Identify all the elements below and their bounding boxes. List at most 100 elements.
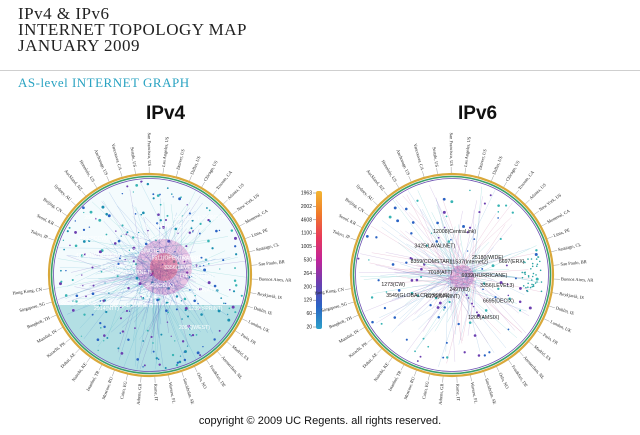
ipv4-node [200, 256, 203, 259]
ipv6-hub-label: 6175(SPRINT) [426, 294, 460, 300]
ipv4-node [138, 231, 140, 234]
ipv4-edge [70, 274, 146, 308]
ipv4-node [231, 305, 235, 309]
ipv6-edge [402, 195, 472, 271]
ipv4-node [82, 285, 84, 287]
ipv6-node [468, 226, 472, 229]
ipv4-edge [158, 266, 176, 306]
ipv4-edge [144, 216, 189, 262]
ipv6-cluster-node [531, 262, 534, 265]
ipv6-cluster-node [524, 273, 527, 275]
rim-tick [356, 224, 362, 228]
ipv4-node [127, 286, 130, 290]
rim-city-label: Montreal, CA [546, 208, 571, 226]
ipv6-node [391, 263, 395, 266]
rim-city-label: Los Angeles, US [463, 136, 473, 167]
ipv4-node [180, 196, 182, 198]
ipv4-hub-label: 1273(CW) [138, 235, 162, 241]
ipv4-edge [60, 267, 159, 299]
ipv4-node [178, 197, 182, 201]
rim-city-label: Istanbul, TR [85, 370, 101, 393]
rim-city-label: Dallas, US [491, 155, 504, 176]
ipv4-node [161, 263, 164, 266]
ipv4-node [60, 280, 63, 283]
rim-tick [81, 191, 86, 196]
ipv6-edge [440, 218, 456, 275]
ipv4-node [235, 253, 238, 256]
ipv4-node [132, 246, 136, 250]
ipv4-node [105, 233, 108, 236]
rim-tick [120, 171, 123, 177]
ipv6-edge [436, 199, 470, 283]
ipv4-node [81, 274, 83, 276]
subtitle: AS-level INTERNET GRAPH [18, 75, 190, 90]
ipv4-node [88, 239, 91, 243]
ipv6-node [450, 200, 454, 204]
ipv6-hub-label: 3549(GLOBALCROSSING) [386, 293, 450, 299]
ipv4-node [229, 288, 231, 291]
ipv4-edge [162, 295, 179, 341]
ipv4-node [103, 334, 106, 337]
ipv4-node [89, 210, 93, 214]
ipv4-node [80, 254, 84, 258]
ipv6-edge [449, 278, 487, 287]
rim-city-label: Madrid, ES [532, 344, 552, 362]
ipv4-edge [130, 268, 152, 294]
rim-city-label: San Francisco, US [448, 133, 454, 167]
ipv4-node [128, 249, 131, 252]
rim-tick [235, 330, 241, 335]
rim-city-label: Montreal, CA [244, 208, 269, 226]
ipv4-node [199, 222, 202, 225]
ipv4-hub-label: 7473(SINGTEL) [127, 249, 164, 255]
ipv4-node [202, 345, 204, 348]
ipv6-hub-label: 1200(AMSIX) [468, 315, 499, 321]
ipv4-edge [154, 239, 199, 269]
ipv6-node [499, 281, 503, 285]
ipv4-node [151, 270, 154, 274]
ipv4-edge [59, 267, 161, 271]
ipv6-edge [394, 271, 463, 281]
ipv4-node [134, 213, 137, 215]
rim-city-label: Denver, US [477, 148, 488, 170]
ipv4-edge [129, 251, 176, 261]
ipv6-node [397, 289, 401, 292]
ipv4-node [184, 309, 187, 312]
ipv6-cluster-node [536, 263, 539, 266]
ipv6-node [438, 301, 442, 305]
ipv6-edge [434, 283, 464, 332]
ipv6-edge [408, 258, 473, 277]
ipv4-node [223, 302, 225, 305]
ipv6-node [499, 237, 502, 241]
ipv6-hub-label: 1273(CW) [381, 282, 405, 288]
ipv4-node [183, 351, 185, 353]
ipv4-edge [139, 236, 186, 289]
ipv4-node [233, 236, 237, 240]
ipv6-node [506, 283, 509, 286]
rim-tick [217, 351, 222, 357]
ipv4-node [147, 229, 149, 232]
copyright-footer: copyright © 2009 UC Regents. all rights … [198, 415, 442, 427]
ipv4-node [191, 276, 193, 278]
ipv4-edge [163, 202, 168, 294]
rim-ring-inner [352, 175, 552, 375]
ipv4-node [224, 302, 227, 305]
ipv6-edge [452, 285, 527, 312]
ipv6-hub-label: 2497(IIJ) [449, 287, 470, 293]
ipv6-hub-label: 25180(WIDE) [472, 255, 504, 261]
ipv6-node [416, 199, 419, 202]
rim-tick [525, 199, 530, 205]
ipv4-edge [91, 272, 187, 298]
ipv6-edge [453, 285, 501, 334]
ipv4-node [83, 211, 85, 214]
ipv4-node [83, 313, 86, 316]
ipv4-node [62, 239, 65, 242]
rim-city-label: Stockholm, SE [181, 378, 195, 406]
ipv6-node [489, 194, 492, 197]
ipv6-node [414, 350, 416, 353]
ipv4-node [105, 310, 108, 314]
ipv6-edge [472, 269, 493, 273]
rim-tick [553, 264, 560, 266]
ipv4-node [170, 283, 172, 286]
title-line-1: IPv4 & IPv6 [18, 4, 110, 23]
ipv4-node [82, 206, 85, 210]
